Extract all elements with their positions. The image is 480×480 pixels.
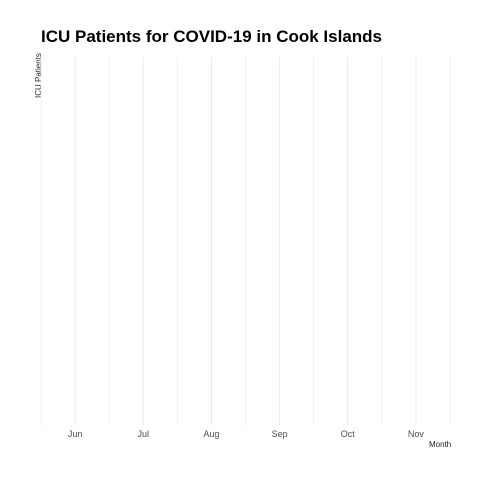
x-tick-label-jun: Jun bbox=[68, 429, 83, 439]
x-tick-label-nov: Nov bbox=[408, 429, 425, 439]
gridlines bbox=[40, 57, 451, 425]
x-tick-labels: Jun Jul Aug Sep Oct Nov bbox=[68, 429, 425, 439]
x-tick-label-jul: Jul bbox=[137, 429, 149, 439]
x-tick-label-sep: Sep bbox=[272, 429, 288, 439]
x-axis-label: Month bbox=[429, 440, 452, 449]
chart-title: ICU Patients for COVID-19 in Cook Island… bbox=[41, 27, 383, 46]
x-tick-label-aug: Aug bbox=[203, 429, 219, 439]
x-tick-label-oct: Oct bbox=[341, 429, 356, 439]
